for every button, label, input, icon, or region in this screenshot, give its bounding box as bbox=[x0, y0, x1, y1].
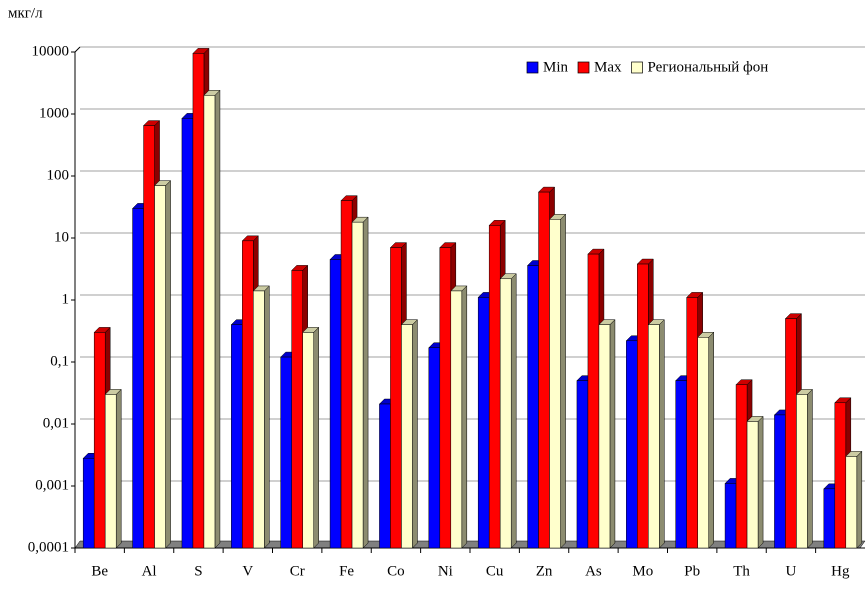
x-tick-label: Mo bbox=[632, 563, 653, 579]
legend-swatch bbox=[526, 61, 539, 74]
bar-side bbox=[313, 326, 319, 549]
bar bbox=[823, 488, 836, 549]
bar bbox=[390, 247, 402, 549]
bar bbox=[291, 270, 303, 549]
bar bbox=[231, 324, 243, 549]
bar bbox=[538, 191, 550, 549]
x-tick-label: Co bbox=[387, 563, 405, 579]
bar bbox=[499, 278, 512, 549]
bar bbox=[104, 394, 117, 549]
bar-side bbox=[807, 388, 813, 549]
y-tick-label: 100 bbox=[47, 167, 70, 183]
y-axis-back bbox=[74, 46, 81, 53]
bar bbox=[401, 324, 413, 549]
legend-label: Региональный фон bbox=[648, 59, 769, 75]
bar bbox=[242, 240, 254, 549]
x-tick-label: Al bbox=[142, 563, 157, 579]
bar-side bbox=[362, 216, 369, 549]
x-tick-label: U bbox=[786, 563, 797, 579]
bar bbox=[735, 384, 748, 549]
bar bbox=[351, 221, 364, 549]
bar bbox=[648, 324, 660, 549]
y-tick-label: 0,0001 bbox=[28, 539, 69, 555]
y-tick-label: 0,01 bbox=[43, 415, 69, 431]
bar bbox=[675, 380, 687, 549]
bar bbox=[576, 380, 589, 549]
bar-side bbox=[461, 285, 468, 549]
x-tick-label: As bbox=[585, 563, 602, 579]
x-tick-label: V bbox=[242, 563, 253, 579]
x-tick-label: Cr bbox=[290, 563, 305, 579]
bar-side bbox=[560, 213, 566, 549]
bar bbox=[587, 253, 600, 549]
y-tick-label: 10000 bbox=[32, 43, 70, 59]
bar bbox=[143, 125, 155, 549]
y-tick-label: 1 bbox=[62, 291, 70, 307]
bar bbox=[626, 340, 638, 549]
bar-side bbox=[659, 319, 665, 549]
bar bbox=[203, 95, 216, 549]
bar bbox=[637, 263, 649, 549]
x-tick-label: Zn bbox=[536, 563, 553, 579]
bar-side bbox=[264, 285, 270, 549]
bar-side bbox=[609, 319, 616, 549]
x-tick-label: Ni bbox=[438, 563, 453, 579]
x-tick-label: S bbox=[194, 563, 202, 579]
bar bbox=[181, 118, 194, 549]
bar bbox=[724, 483, 737, 549]
bar bbox=[785, 318, 797, 549]
bar bbox=[488, 225, 501, 549]
bar bbox=[132, 208, 144, 549]
y-axis-label: мкг/л bbox=[8, 5, 43, 21]
bar bbox=[154, 185, 166, 549]
bar bbox=[428, 347, 441, 549]
x-tick-label: Cu bbox=[486, 563, 504, 579]
x-tick-label: Be bbox=[91, 563, 108, 579]
bar-side bbox=[115, 388, 122, 549]
x-tick-label: Fe bbox=[339, 563, 354, 579]
bar-side bbox=[214, 89, 221, 549]
legend-label: Max bbox=[594, 59, 622, 75]
bar bbox=[302, 332, 314, 549]
x-tick-label: Pb bbox=[684, 563, 700, 579]
x-tick-label: Th bbox=[733, 563, 750, 579]
bar bbox=[439, 247, 452, 549]
bar-side bbox=[165, 180, 171, 549]
bar bbox=[93, 332, 106, 549]
legend-label: Min bbox=[543, 59, 569, 75]
y-tick-label: 1000 bbox=[39, 105, 69, 121]
bar bbox=[329, 259, 342, 549]
bar-side bbox=[856, 450, 863, 549]
bar-side bbox=[412, 319, 418, 549]
bar bbox=[697, 337, 709, 549]
y-tick-label: 0,001 bbox=[35, 477, 69, 493]
bar bbox=[192, 53, 205, 549]
bar bbox=[774, 414, 786, 549]
bar bbox=[253, 290, 265, 549]
bar bbox=[796, 394, 808, 549]
bar bbox=[686, 297, 698, 549]
bar bbox=[598, 324, 611, 549]
bar bbox=[845, 456, 858, 549]
bar bbox=[549, 219, 561, 549]
bar-side bbox=[708, 331, 714, 549]
bar-side bbox=[757, 415, 764, 549]
legend-swatch bbox=[631, 61, 643, 74]
bar bbox=[477, 297, 490, 549]
legend-swatch bbox=[577, 61, 590, 74]
bar-side bbox=[510, 273, 517, 549]
bar bbox=[746, 421, 759, 549]
y-tick-label: 10 bbox=[54, 229, 69, 245]
bar bbox=[834, 402, 847, 549]
bar bbox=[379, 403, 391, 549]
bar bbox=[340, 200, 353, 549]
bar bbox=[280, 356, 292, 549]
bar bbox=[527, 265, 539, 549]
x-tick-label: Hg bbox=[831, 563, 850, 579]
y-tick-label: 0,1 bbox=[50, 353, 69, 369]
bar bbox=[450, 290, 463, 549]
bar bbox=[82, 458, 95, 549]
